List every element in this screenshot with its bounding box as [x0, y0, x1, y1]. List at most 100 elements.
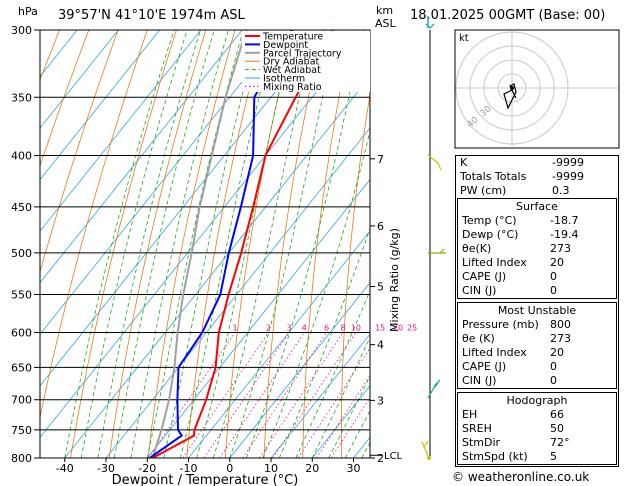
wet-adiabat-line: [64, 30, 175, 458]
pressure-tick-label: 800: [11, 452, 32, 465]
mixing-ratio-axis-title: Mixing Ratio (g/kg): [388, 228, 401, 332]
isobar-lines: [34, 29, 370, 459]
dry-adiabat-line: [302, 30, 353, 458]
wet-adiabat-line: [163, 30, 260, 458]
mixing-ratio-label: 3: [287, 323, 292, 332]
pressure-tick-label: 300: [11, 24, 32, 37]
isotherm-line: [40, 30, 119, 129]
surface-title: Surface: [516, 200, 558, 213]
plot-frame: [39, 29, 371, 459]
hodograph-table: Hodograph EH 66 SREH 50 StmDir 72° StmSpd (…: [457, 392, 617, 465]
hodograph-table-title: Hodograph: [506, 394, 568, 407]
profile-dewpoint: [149, 30, 293, 458]
pressure-tick-label: 600: [11, 326, 32, 339]
isotherm-line: [229, 282, 370, 458]
wet-adiabat-line: [262, 129, 370, 458]
isotherm-line: [188, 230, 370, 458]
mixing-ratio-line: [297, 347, 370, 458]
legend-entry: Wet Adiabat: [263, 65, 321, 76]
pressure-tick-label: 350: [11, 91, 32, 104]
km-tick-label: 6: [377, 220, 384, 233]
most-unstable-table: Most Unstable Pressure (mb) 800 θe (K) 273…: [457, 302, 617, 389]
indices-panel: K -9999 Totals Totals -9999 PW (cm) 0.3 Sur…: [455, 155, 619, 467]
hpa-unit-label: hPa: [18, 5, 38, 18]
surface-table: Surface Temp (°C) -18.7 Dewp (°C) -19.4 θe…: [457, 198, 617, 299]
most-unstable-title: Most Unstable: [497, 304, 577, 317]
x-tick-label: 20: [305, 462, 319, 475]
x-tick-label: -10: [180, 462, 198, 475]
isotherm-line: [105, 127, 370, 458]
legend-box: [242, 31, 370, 92]
isotherm-line: [40, 30, 243, 284]
legend-entry: Dewpoint: [263, 40, 308, 51]
dry-adiabat-line: [40, 30, 90, 167]
wet-adiabat-line: [212, 30, 315, 458]
wet-adiabat-line: [146, 30, 244, 458]
datetime-title: 18.01.2025 00GMT (Base: 00): [410, 8, 605, 23]
wet-adiabat-line: [245, 30, 364, 458]
dry-adiabat-line: [147, 30, 236, 458]
pressure-tick-label: 500: [11, 247, 32, 260]
isotherm-line: [311, 385, 370, 458]
km-tick-label: 7: [377, 153, 384, 166]
km-tick-label: 5: [377, 280, 384, 293]
pressure-tick-label: 400: [11, 150, 32, 163]
wet-adiabat-line: [179, 30, 277, 458]
pressure-tick-label: 450: [11, 201, 32, 214]
profile-lines: [149, 30, 334, 458]
isotherm-line: [40, 30, 284, 335]
dry-adiabat-line: [40, 30, 148, 420]
hodograph: kt 40 30: [454, 29, 620, 149]
hodograph-trace: [503, 83, 517, 110]
location-title: 39°57'N 41°10'E 1974m ASL: [58, 8, 246, 23]
mixing-ratio-label: 8: [340, 323, 345, 332]
index-row: K -9999: [460, 156, 584, 169]
legend-entry: Mixing Ratio: [263, 82, 322, 93]
profile-temperature: [152, 30, 334, 458]
x-tick-label: 0: [226, 462, 233, 475]
mixing-ratio-labels: 1 2 3 4 6 8 10 15 20 25: [233, 323, 418, 332]
mixing-ratio-line: [259, 332, 344, 458]
copyright-footer: © weatheronline.co.uk: [452, 470, 590, 484]
pressure-tick-label: 650: [11, 361, 32, 374]
legend-entry: Parcel Trajectory: [263, 48, 342, 59]
x-tick-label: -40: [56, 462, 74, 475]
mixing-ratio-label: 1: [233, 323, 238, 332]
isotherm-line: [64, 75, 370, 458]
km-unit-label: km: [376, 4, 393, 17]
wet-adiabat-line: [113, 30, 215, 458]
dry-adiabat-line: [415, 30, 439, 458]
pressure-tick-label: 700: [11, 394, 32, 407]
profile-parcel-trajectory: [151, 30, 248, 458]
wet-adiabat-line: [97, 30, 201, 458]
index-row: PW (cm) 0.3: [460, 184, 570, 197]
legend-entry: Temperature: [262, 32, 323, 43]
lcl-label: LCL: [384, 451, 403, 462]
pressure-tick-label: 550: [11, 288, 32, 301]
pressure-tick-label: 750: [11, 424, 32, 437]
x-tick-label: -20: [138, 462, 156, 475]
x-axis-title: Dewpoint / Temperature (°C): [112, 473, 299, 486]
mixing-ratio-label: 2: [266, 323, 271, 332]
legend-entry: Isotherm: [263, 74, 305, 85]
km-scale: 7 6 5 4 3 2 LCL: [370, 153, 403, 465]
hodograph-unit-label: kt: [459, 33, 469, 44]
wind-barbs: [421, 16, 446, 460]
wet-adiabat-line: [80, 30, 188, 458]
isotherm-line: [40, 30, 367, 439]
isotherm-line: [40, 30, 160, 181]
km-tick-label: 2: [377, 452, 384, 465]
x-tick-label: 10: [264, 462, 278, 475]
isotherm-line: [40, 30, 202, 232]
legend-entry: Dry Adiabat: [263, 57, 320, 68]
wet-adiabat-line: [278, 227, 370, 458]
isotherm-line: [146, 178, 370, 458]
wet-adiabat-line: [196, 30, 295, 458]
mixing-ratio-label: 10: [351, 323, 361, 332]
mixing-ratio-label: 20: [393, 323, 403, 332]
mixing-ratio-label: 6: [324, 323, 329, 332]
dry-adiabat-line: [40, 30, 119, 274]
